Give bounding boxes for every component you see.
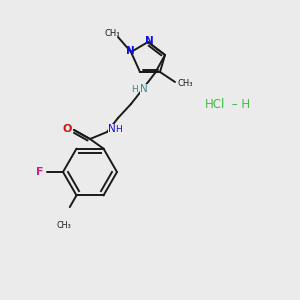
Text: N: N — [145, 36, 153, 46]
Text: HCl: HCl — [205, 98, 225, 112]
Text: H: H — [116, 124, 122, 134]
Text: H: H — [132, 85, 138, 94]
Text: N: N — [126, 46, 134, 56]
Text: O: O — [62, 124, 72, 134]
Text: F: F — [36, 167, 44, 177]
Text: – H: – H — [228, 98, 250, 112]
Text: N: N — [108, 124, 116, 134]
Text: CH₃: CH₃ — [177, 79, 193, 88]
Text: CH₃: CH₃ — [104, 29, 120, 38]
Text: N: N — [140, 84, 148, 94]
Text: CH₃: CH₃ — [56, 220, 71, 230]
